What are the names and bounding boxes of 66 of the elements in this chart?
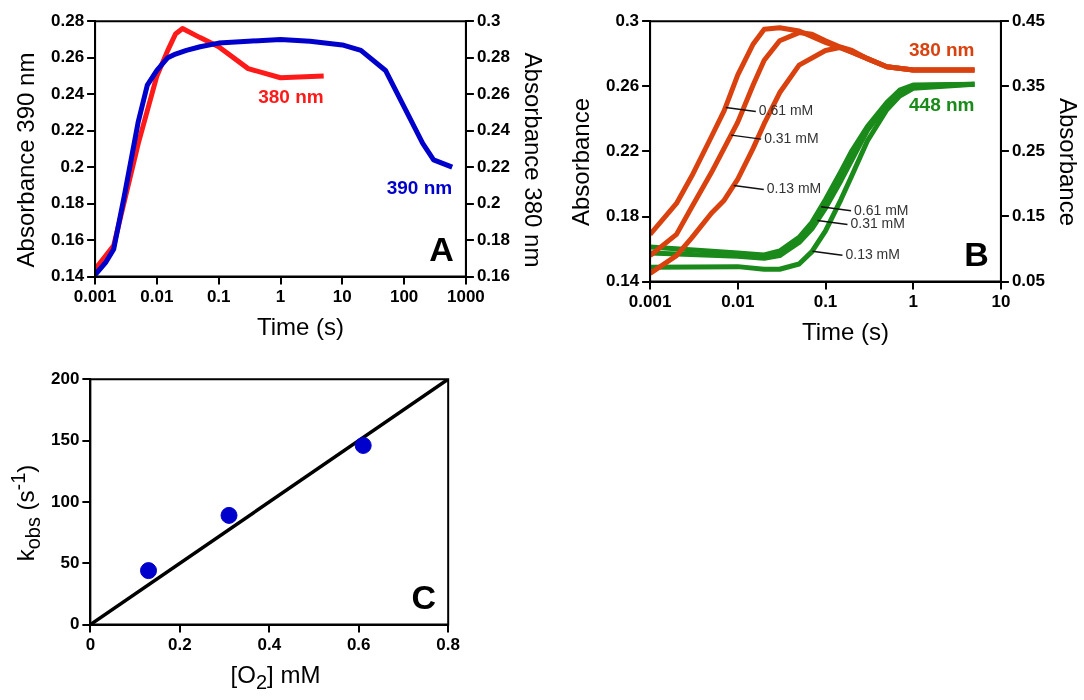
x-axis-title: Time (s) — [256, 313, 345, 341]
text: C — [411, 577, 437, 616]
y2-tick-label: 0.15 — [1011, 206, 1046, 226]
series-label: 380 nm — [258, 85, 324, 107]
y-tick-label: 0.22 — [605, 141, 640, 161]
annotation: 0.13 mM — [845, 246, 900, 263]
y-tick-label: 0.14 — [50, 266, 85, 286]
y-tick-label: 0.14 — [605, 271, 640, 291]
y-tick-label: 200 — [50, 368, 80, 388]
x-tick-label: 0.01 — [140, 287, 174, 307]
y2-axis-title: Absorbance — [1054, 97, 1082, 227]
y-tick-label: 0.18 — [50, 193, 85, 213]
x-tick-label: 0.4 — [257, 635, 282, 655]
annotation: 0.31 mM — [764, 129, 819, 146]
y-tick-label: 100 — [50, 491, 80, 511]
y-tick-label: 0.18 — [605, 206, 640, 226]
y2-tick-label: 0.3 — [476, 10, 501, 30]
y2-tick-label: 0.05 — [1011, 271, 1046, 291]
y2-tick-label: 0.25 — [1011, 141, 1046, 161]
y-tick-label: 0.26 — [605, 75, 640, 95]
series-label: 380 nm — [909, 38, 975, 60]
y2-tick-label: 0.18 — [476, 229, 511, 249]
series-label: 390 nm — [386, 176, 453, 198]
text: A — [429, 229, 454, 268]
x-tick-label: 0.001 — [628, 292, 672, 312]
y2-tick-label: 0.22 — [476, 156, 511, 176]
y-tick-label: 0.3 — [615, 10, 640, 30]
x-tick-label: 0.001 — [73, 287, 117, 307]
annotation: 0.61 mM — [854, 201, 909, 218]
y-tick-label: 0 — [69, 614, 80, 634]
x-tick-label: 0.01 — [721, 292, 755, 312]
x-tick-label: 1000 — [447, 287, 485, 307]
y2-tick-label: 0.24 — [476, 120, 511, 140]
x-tick-label: 1 — [275, 287, 286, 307]
x-tick-label: 1 — [908, 292, 918, 312]
x-tick-label: 10 — [332, 287, 352, 307]
y-axis-title: Absorbance 390 nm — [12, 52, 40, 267]
y2-tick-label: 0.2 — [476, 193, 501, 213]
x-axis-title: Time (s) — [801, 318, 890, 346]
series-label: 448 nm — [909, 94, 975, 116]
y-tick-label: 0.22 — [50, 120, 85, 140]
y-tick-label: 0.28 — [50, 10, 85, 30]
x-tick-label: 0.2 — [168, 635, 192, 655]
y2-tick-label: 0.45 — [1011, 10, 1046, 30]
y2-tick-label: 0.26 — [476, 83, 511, 103]
x-tick-label: 10 — [991, 292, 1011, 312]
y-tick-label: 0.2 — [60, 156, 85, 176]
x-tick-label: 100 — [389, 287, 419, 307]
x-tick-label: 0.1 — [206, 287, 231, 307]
y2-tick-label: 0.28 — [476, 47, 511, 67]
y2-tick-label: 0.16 — [476, 266, 511, 286]
x-axis-title: [O$_{2}$] mM — [230, 661, 321, 694]
y2-axis-title: Absorbance 380 nm — [519, 52, 547, 267]
y-tick-label: 0.16 — [50, 229, 85, 249]
y-tick-label: 150 — [50, 430, 80, 450]
y-tick-label: 0.24 — [50, 83, 85, 103]
annotation: 0.13 mM — [766, 180, 822, 197]
text: B — [964, 234, 989, 273]
y-tick-label: 0.26 — [50, 47, 85, 67]
y-tick-label: 50 — [60, 552, 80, 572]
x-tick-label: 0.1 — [813, 292, 838, 312]
annotation: 0.31 mM — [850, 215, 905, 232]
y-axis-title: Absorbance — [567, 97, 595, 227]
y2-tick-label: 0.35 — [1011, 75, 1046, 95]
x-tick-label: 0.6 — [346, 635, 371, 655]
x-tick-label: 0.8 — [436, 635, 460, 655]
